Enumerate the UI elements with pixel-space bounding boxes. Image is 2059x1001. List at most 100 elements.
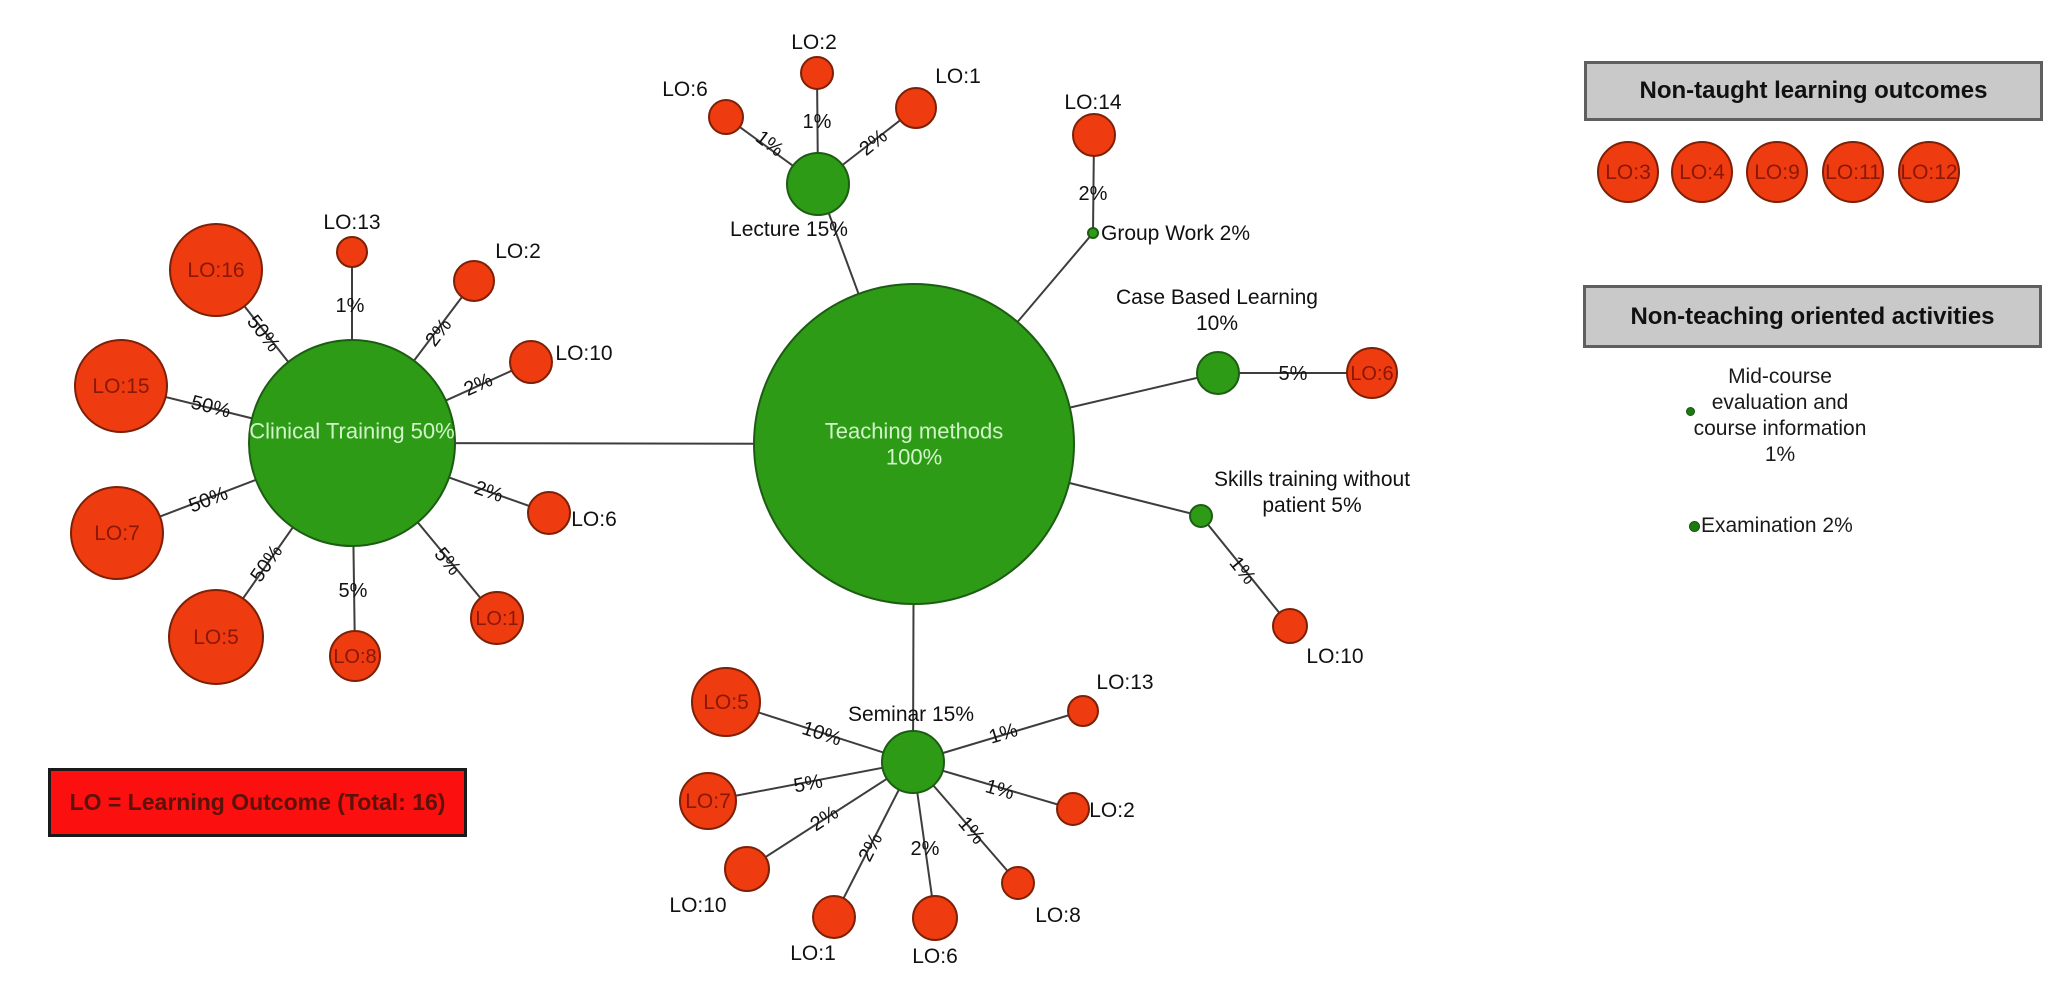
- node-label-line-cli-lo15-0: LO:15: [92, 375, 149, 398]
- midcourse-line-4: 1%: [1764, 443, 1796, 466]
- node-label-nt-lo12: LO:12: [1900, 161, 1957, 184]
- node-label-sem-lo7: LO:7: [685, 790, 731, 813]
- node-sem-lo2: [1056, 792, 1090, 826]
- node-nt-lo4: [1671, 141, 1733, 203]
- node-label-nt-lo11: LO:11: [1825, 161, 1881, 184]
- edge-label-cbl-cbl-lo6: 5%: [1279, 363, 1308, 385]
- node-label-lec-lo1: LO:1: [935, 65, 981, 88]
- node-label-line-lec-lo1-0: LO:1: [935, 65, 981, 88]
- node-label-line-cli-lo7-0: LO:7: [94, 522, 140, 545]
- node-label-line-cli-lo16-0: LO:16: [187, 259, 244, 282]
- edge-label-clinical-cli-lo10: 2%: [461, 369, 497, 401]
- node-label-cli-lo8: LO:8: [333, 646, 376, 668]
- node-label-nt-lo4: LO:4: [1679, 161, 1725, 184]
- node-label-sem-lo13: LO:13: [1096, 671, 1153, 694]
- edge-label-seminar-sem-lo2: 1%: [983, 775, 1017, 804]
- edge-label-seminar-sem-lo7: 5%: [792, 770, 825, 797]
- node-label-nt-lo9: LO:9: [1754, 161, 1800, 184]
- node-label-gw-lo14: LO:14: [1064, 91, 1122, 114]
- node-label-line-cli-lo10-0: LO:10: [555, 342, 612, 365]
- node-cbl: [1196, 351, 1240, 395]
- edge-label-groupwork-gw-lo14: 2%: [1079, 183, 1108, 205]
- edge-label-seminar-sem-lo5: 10%: [799, 717, 844, 750]
- edge-label-lecture-lec-lo2: 1%: [803, 111, 832, 133]
- edge-label-clinical-cli-lo7: 50%: [186, 482, 231, 517]
- node-cli-lo5: [168, 589, 264, 685]
- node-label-cli-lo2: LO:2: [495, 240, 541, 263]
- node-cli-lo8: [329, 630, 381, 682]
- node-nt-lo12: [1898, 141, 1960, 203]
- node-label-cli-lo15: LO:15: [92, 375, 149, 398]
- node-lecture: [786, 152, 850, 216]
- node-label-line-sem-lo6-0: LO:6: [912, 945, 958, 968]
- node-label-sem-lo2: LO:2: [1089, 799, 1135, 822]
- node-nt-lo3: [1597, 141, 1659, 203]
- node-skills: [1189, 504, 1213, 528]
- edge-skills-ski-lo10: [1200, 515, 1291, 627]
- node-groupwork: [1087, 227, 1099, 239]
- midcourse-line-2: evaluation and: [1711, 391, 1849, 414]
- node-sem-lo8: [1001, 866, 1035, 900]
- edge-label-seminar-sem-lo1: 2%: [855, 829, 888, 865]
- node-label-line-cli-lo1-0: LO:1: [475, 608, 518, 630]
- node-nt-lo11: [1822, 141, 1884, 203]
- node-label-line-lecture-0: Lecture 15%: [730, 218, 848, 241]
- examination-dot: [1689, 521, 1700, 532]
- node-label-line-cbl-0: Case Based Learning: [1116, 286, 1318, 309]
- node-label-line-sem-lo13-0: LO:13: [1096, 671, 1153, 694]
- node-label-line-cli-lo6-0: LO:6: [571, 508, 617, 531]
- node-label-line-ski-lo10-0: LO:10: [1306, 645, 1363, 668]
- node-label-line-cli-lo8-0: LO:8: [333, 646, 376, 668]
- node-label-ski-lo10: LO:10: [1306, 645, 1363, 668]
- edge-label-clinical-cli-lo6: 2%: [471, 477, 506, 507]
- edge-label-seminar-sem-lo13: 1%: [986, 719, 1020, 749]
- node-ski-lo10: [1272, 608, 1308, 644]
- node-seminar: [881, 730, 945, 794]
- node-label-line-gw-lo14-0: LO:14: [1064, 91, 1122, 114]
- node-lec-lo1: [895, 87, 937, 129]
- non-teaching-activities-title: Non-teaching oriented activities: [1630, 302, 1995, 330]
- node-sem-lo7: [679, 772, 737, 830]
- node-label-line-cbl-lo6-0: LO:6: [1350, 363, 1393, 385]
- node-sem-lo13: [1067, 695, 1099, 727]
- node-label-teaching: Teaching methods 100%: [825, 418, 1004, 469]
- node-cli-lo1: [470, 591, 524, 645]
- node-label-line-nt-lo12-0: LO:12: [1900, 161, 1957, 184]
- node-label-sem-lo6: LO:6: [912, 945, 958, 968]
- node-cli-lo15: [74, 339, 168, 433]
- edge-seminar-sem-lo10: [746, 761, 914, 870]
- node-label-lecture: Lecture 15%: [730, 218, 848, 241]
- node-label-cli-lo16: LO:16: [187, 259, 244, 282]
- node-teaching: [753, 283, 1075, 605]
- node-label-sem-lo1: LO:1: [790, 942, 836, 965]
- node-sem-lo5: [691, 667, 761, 737]
- examination-label: Examination 2%: [1701, 514, 1853, 537]
- midcourse-line-3: course information: [1693, 417, 1867, 440]
- edge-label-clinical-cli-lo15: 50%: [189, 391, 233, 422]
- non-taught-outcomes-header: Non-taught learning outcomes: [1584, 61, 2043, 121]
- node-label-line-nt-lo3-0: LO:3: [1605, 161, 1651, 184]
- edge-label-lecture-lec-lo6: 1%: [751, 126, 787, 161]
- edge-seminar-sem-lo7: [707, 761, 914, 802]
- node-label-line-skills-0: Skills training without: [1214, 468, 1410, 491]
- node-label-line-sem-lo7-0: LO:7: [685, 790, 731, 813]
- edge-label-seminar-sem-lo6: 2%: [911, 838, 940, 860]
- node-cli-lo6: [527, 491, 571, 535]
- node-cli-lo16: [169, 223, 263, 317]
- node-label-line-lec-lo2-0: LO:2: [791, 31, 837, 54]
- node-label-line-seminar-0: Seminar 15%: [848, 703, 974, 726]
- midcourse-line-1: Mid-course: [1728, 365, 1832, 388]
- node-label-cli-lo1: LO:1: [475, 608, 518, 630]
- node-label-line-clinical-0: Clinical Training 50%: [249, 418, 454, 443]
- midcourse-evaluation-dot: [1686, 407, 1695, 416]
- node-label-nt-lo3: LO:3: [1605, 161, 1651, 184]
- node-cli-lo7: [70, 486, 164, 580]
- node-label-line-sem-lo1-0: LO:1: [790, 942, 836, 965]
- node-gw-lo14: [1072, 113, 1116, 157]
- node-label-cbl: Case Based Learning 10%: [1116, 286, 1318, 335]
- node-label-line-cbl-1: 10%: [1196, 312, 1238, 335]
- node-label-cli-lo5: LO:5: [193, 626, 239, 649]
- edge-label-seminar-sem-lo10: 2%: [806, 802, 842, 836]
- non-taught-outcomes-title: Non-taught learning outcomes: [1639, 77, 1988, 104]
